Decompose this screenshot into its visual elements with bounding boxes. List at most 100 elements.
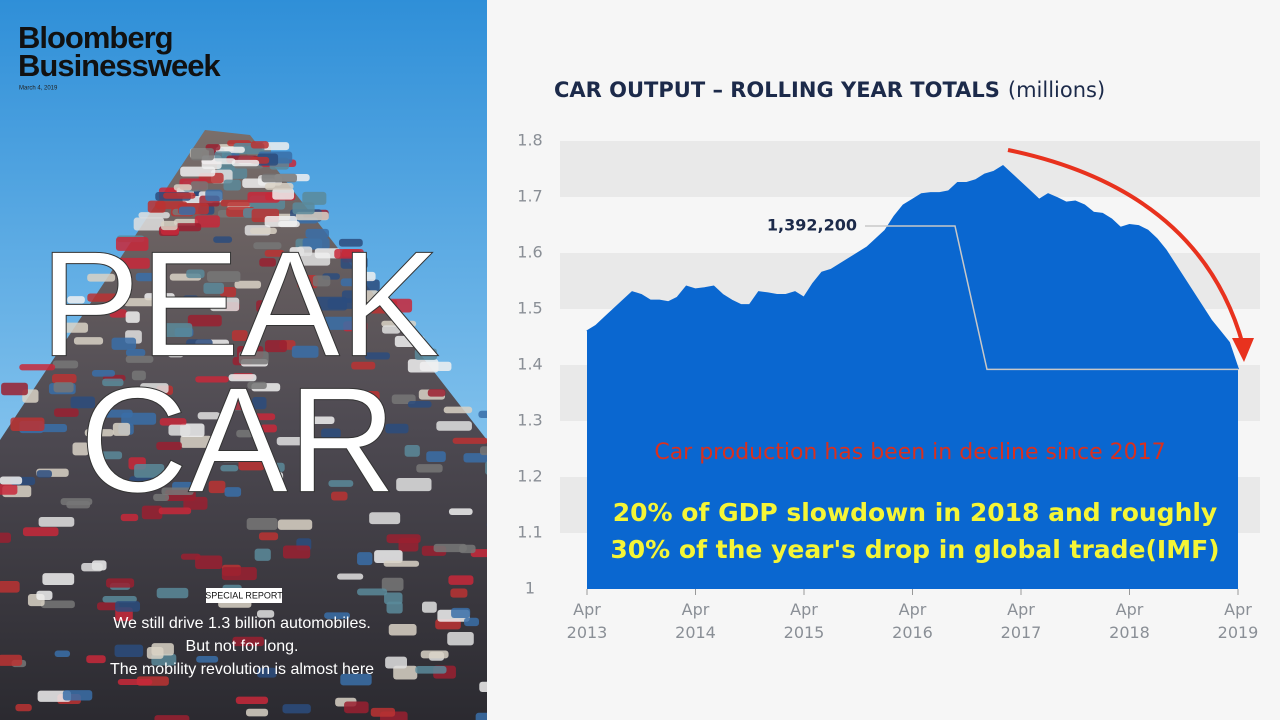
car (190, 148, 215, 161)
trend-arrow (1007, 148, 1245, 346)
car (323, 316, 357, 330)
car (235, 696, 269, 704)
car (102, 378, 124, 387)
car (257, 667, 277, 678)
note: 30% of the year's drop in global trade(I… (610, 535, 1219, 564)
car (54, 408, 79, 417)
car (0, 654, 23, 666)
car (154, 715, 190, 720)
area-line (586, 164, 1239, 370)
car (231, 159, 260, 167)
x-tick-label: Apr 2019 (1218, 600, 1259, 642)
car (364, 352, 390, 360)
car (257, 610, 275, 618)
car (195, 376, 229, 383)
masthead: Bloomberg (18, 20, 173, 55)
car (338, 238, 363, 247)
car (282, 545, 311, 559)
car (62, 690, 93, 701)
car (276, 436, 308, 446)
car (427, 389, 446, 397)
car (117, 257, 150, 269)
car (246, 518, 278, 530)
car (407, 400, 432, 408)
subtitle: (millions) (1008, 78, 1105, 102)
x-tick-label: Apr 2016 (892, 600, 933, 642)
car (173, 184, 192, 191)
car (115, 601, 141, 612)
car (394, 335, 425, 348)
car (404, 444, 420, 457)
car (247, 381, 267, 389)
car (183, 496, 208, 510)
car (190, 181, 209, 192)
car (186, 269, 205, 279)
car (52, 322, 89, 333)
car (224, 487, 242, 497)
car (261, 173, 297, 183)
car (117, 679, 153, 686)
car (125, 355, 154, 363)
car (369, 512, 401, 525)
car (353, 271, 376, 282)
car (0, 484, 18, 495)
car (321, 428, 341, 439)
car (264, 216, 298, 227)
car (385, 423, 409, 434)
car (250, 141, 269, 149)
car (388, 624, 417, 636)
x-tick-label: Apr 2013 (567, 600, 608, 642)
car (291, 345, 319, 358)
car (187, 314, 222, 327)
car (91, 370, 116, 377)
car (175, 223, 202, 232)
car (125, 311, 140, 323)
car (448, 508, 473, 515)
car (180, 435, 212, 448)
x-tick-label: Apr 2015 (784, 600, 825, 642)
car (334, 249, 364, 259)
annotation-connector (865, 225, 1238, 371)
car (265, 340, 287, 353)
car (256, 300, 274, 312)
car (140, 383, 169, 394)
car (415, 666, 447, 674)
car (97, 602, 120, 611)
car (382, 325, 401, 334)
car (328, 480, 354, 487)
car (114, 644, 144, 658)
car (156, 587, 189, 599)
car (167, 343, 184, 358)
car (260, 424, 277, 433)
car (10, 417, 45, 432)
car (205, 189, 223, 202)
car (277, 519, 313, 530)
car (463, 453, 490, 463)
car (234, 280, 262, 289)
car (383, 560, 420, 567)
car (123, 298, 157, 307)
car (450, 588, 468, 598)
note: 20% of GDP slowdown in 2018 and roughly (613, 498, 1217, 527)
car (86, 655, 106, 664)
car (231, 330, 248, 341)
car (357, 552, 373, 566)
car (272, 188, 295, 200)
car (0, 532, 12, 543)
car (115, 236, 149, 251)
car (73, 337, 104, 345)
section-label: SPECIAL REPORT (205, 590, 283, 600)
car (220, 465, 239, 472)
issue-date: March 4, 2019 (19, 86, 58, 92)
car (324, 612, 351, 619)
car (302, 191, 327, 205)
car (159, 418, 187, 426)
car (38, 516, 75, 527)
car (106, 578, 135, 588)
car (331, 491, 348, 501)
car (84, 429, 114, 437)
car (134, 463, 165, 478)
car (0, 476, 23, 485)
car (297, 246, 313, 257)
